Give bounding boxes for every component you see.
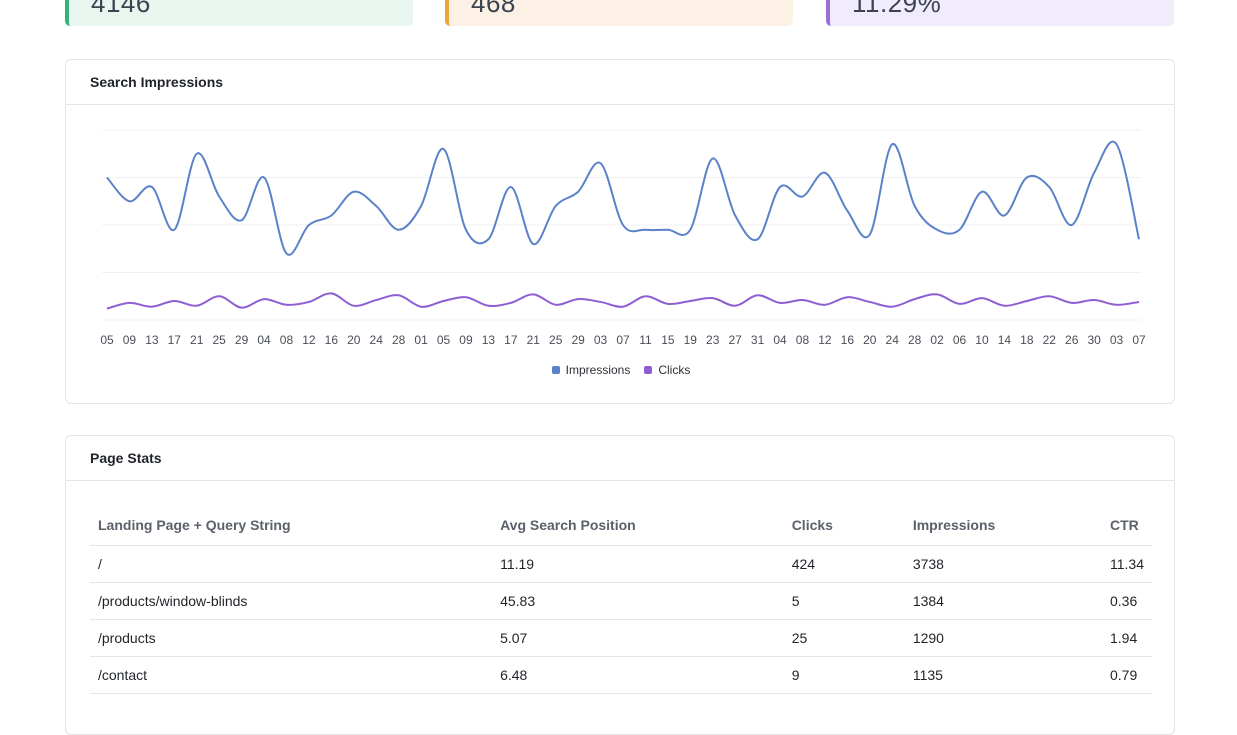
x-tick-label: 15 (661, 333, 675, 347)
stat-card-ctr: 11.29% (826, 0, 1174, 26)
stat-card-total: 4146 (65, 0, 413, 26)
table-cell: 6.48 (492, 656, 784, 694)
x-tick-label: 29 (235, 333, 249, 347)
table-cell: 3738 (904, 545, 1102, 583)
legend-swatch (551, 366, 560, 374)
table-cell: / (90, 545, 493, 583)
stat-value: 468 (471, 0, 516, 18)
table-cell: 1135 (904, 656, 1102, 694)
x-tick-label: 16 (841, 333, 855, 347)
table-cell: 45.83 (492, 582, 784, 620)
legend-label: Impressions (565, 363, 631, 377)
x-tick-label: 24 (886, 333, 900, 347)
x-tick-label: 01 (414, 333, 428, 347)
x-tick-label: 21 (190, 333, 204, 347)
stat-card-clicks: 468 (445, 0, 793, 26)
page-stats-table: Landing Page + Query String Avg Search Po… (90, 505, 1152, 694)
column-header[interactable]: Impressions (904, 505, 1102, 546)
x-tick-label: 25 (212, 333, 226, 347)
x-tick-label: 13 (145, 333, 159, 347)
x-tick-label: 25 (549, 333, 563, 347)
table-cell: 11.34 (1102, 545, 1152, 583)
series-line-impressions (106, 140, 1140, 256)
x-tick-label: 04 (257, 333, 271, 347)
x-tick-label: 24 (370, 333, 384, 347)
x-tick-label: 31 (751, 333, 765, 347)
x-tick-label: 28 (392, 333, 406, 347)
x-tick-label: 14 (998, 333, 1012, 347)
page-stats-panel: Page Stats Landing Page + Query String Av… (65, 435, 1175, 735)
column-header[interactable]: CTR (1102, 505, 1152, 546)
x-tick-label: 05 (437, 333, 451, 347)
table-cell: 1.94 (1102, 619, 1152, 657)
series-line-clicks (106, 292, 1140, 310)
x-tick-label: 17 (504, 333, 518, 347)
legend-item-clicks[interactable]: Clicks (644, 363, 690, 377)
table-cell: 0.36 (1102, 582, 1152, 620)
x-tick-label: 27 (728, 333, 742, 347)
x-tick-label: 05 (100, 333, 114, 347)
x-tick-label: 12 (302, 333, 316, 347)
x-tick-label: 04 (773, 333, 787, 347)
legend-item-impressions[interactable]: Impressions (551, 363, 631, 377)
x-tick-label: 08 (796, 333, 810, 347)
table-row: /contact 6.48 9 1135 0.79 (90, 656, 1152, 694)
x-tick-label: 28 (908, 333, 922, 347)
table-cell: 5 (783, 582, 905, 620)
x-tick-label: 08 (280, 333, 294, 347)
x-tick-label: 26 (1065, 333, 1079, 347)
table-cell: /contact (90, 656, 493, 694)
x-tick-label: 10 (975, 333, 989, 347)
legend-swatch (644, 366, 653, 374)
x-tick-label: 02 (930, 333, 944, 347)
x-tick-label: 11 (639, 333, 652, 347)
table-header-row: Landing Page + Query String Avg Search Po… (90, 505, 1152, 546)
column-header[interactable]: Clicks (783, 505, 905, 546)
column-header[interactable]: Avg Search Position (492, 505, 784, 546)
table-cell: 0.79 (1102, 656, 1152, 694)
panel-title: Search Impressions (66, 60, 1174, 105)
search-impressions-panel: Search Impressions 05 09 13 17 21 25 29 04 08 12 1… (65, 59, 1175, 404)
x-tick-label: 09 (459, 333, 473, 347)
table-cell: /products/window-blinds (90, 582, 493, 620)
x-tick-label: 29 (571, 333, 585, 347)
x-tick-label: 03 (1110, 333, 1124, 347)
x-tick-label: 12 (818, 333, 832, 347)
stat-value: 11.29% (852, 0, 942, 18)
panel-title: Page Stats (66, 436, 1174, 481)
table-body: /11.19 424 3738 11.34/products/window-blind… (90, 545, 1152, 694)
column-header[interactable]: Landing Page + Query String (90, 505, 493, 546)
x-tick-label: 30 (1087, 333, 1101, 347)
x-tick-label: 07 (616, 333, 630, 347)
table-cell: 9 (783, 656, 905, 694)
table-cell: /products (90, 619, 493, 657)
table-row: /products 5.07 25 1290 1.94 (90, 619, 1152, 657)
x-tick-label: 19 (684, 333, 698, 347)
table-cell: 1384 (904, 582, 1102, 620)
x-tick-label: 06 (953, 333, 967, 347)
x-tick-label: 17 (168, 333, 182, 347)
table-row: /11.19 424 3738 11.34 (90, 545, 1152, 583)
table-cell: 11.19 (492, 545, 784, 583)
impressions-chart: 05 09 13 17 21 25 29 04 08 12 16 20 24 28 01 05 09 13 17 21… (100, 129, 1146, 347)
table-row: /products/window-blinds 45.83 5 1384 0.36 (90, 582, 1152, 620)
stat-value: 4146 (91, 0, 151, 18)
x-tick-label: 13 (482, 333, 496, 347)
chart-legend: Impressions Clicks (66, 363, 1176, 377)
x-tick-label: 23 (706, 333, 720, 347)
x-tick-label: 20 (863, 333, 877, 347)
x-tick-label: 03 (594, 333, 608, 347)
table-cell: 5.07 (492, 619, 784, 657)
legend-label: Clicks (658, 363, 691, 377)
table-cell: 424 (783, 545, 905, 583)
x-tick-label: 18 (1020, 333, 1034, 347)
x-tick-label: 07 (1132, 333, 1146, 347)
table-cell: 25 (783, 619, 905, 657)
x-tick-label: 16 (325, 333, 339, 347)
table-cell: 1290 (904, 619, 1102, 657)
x-tick-label: 09 (123, 333, 137, 347)
x-tick-label: 21 (527, 333, 541, 347)
x-tick-label: 20 (347, 333, 361, 347)
x-tick-label: 22 (1043, 333, 1057, 347)
